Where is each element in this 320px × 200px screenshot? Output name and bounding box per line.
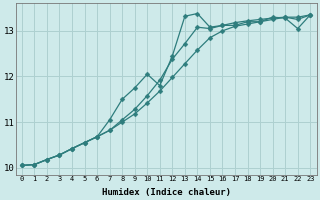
- X-axis label: Humidex (Indice chaleur): Humidex (Indice chaleur): [101, 188, 231, 197]
